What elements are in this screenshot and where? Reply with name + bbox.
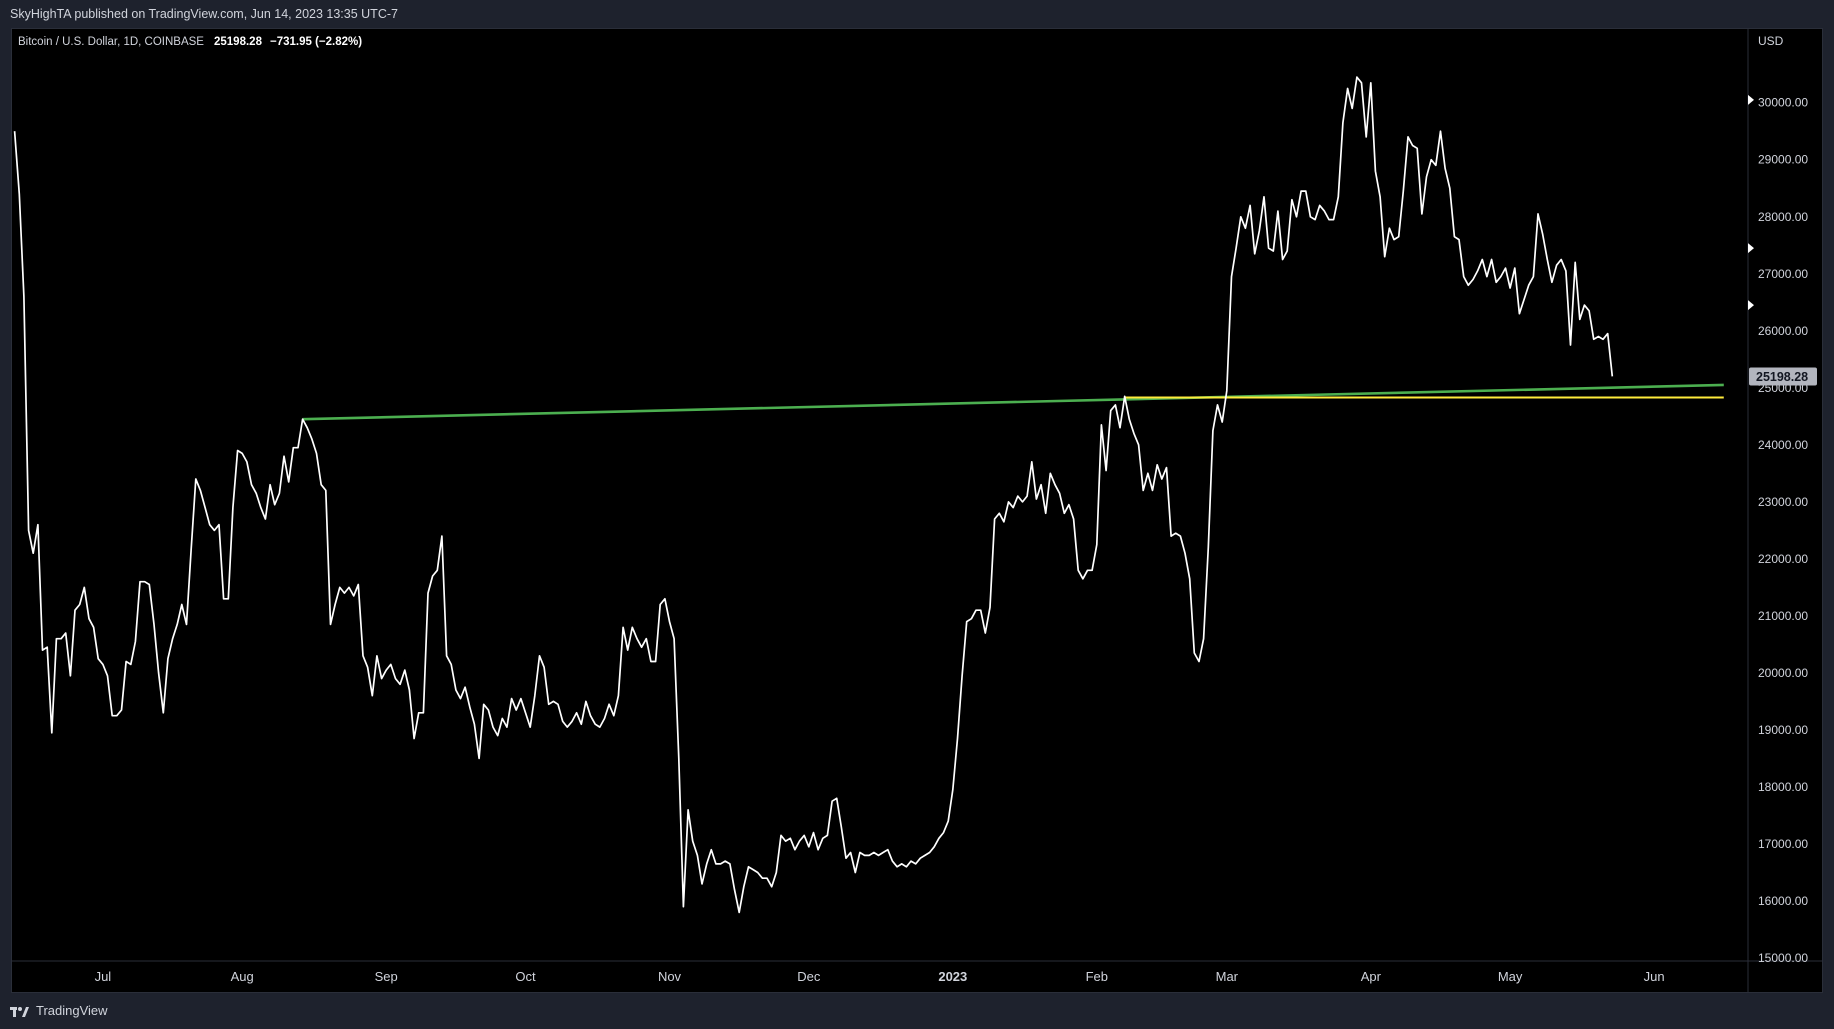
price-axis[interactable]: USD 15000.00 16000.00 17000.00 18000.00 19000… [1748,34,1817,965]
legend-change: −731.95 (−2.82%) [270,36,362,48]
y-tick-label: 23000.00 [1758,495,1808,509]
green-trendline[interactable] [302,383,1724,421]
y-tick-label: 27000.00 [1758,267,1808,281]
plot-background [12,29,1748,961]
price-series-layer [13,76,1614,914]
publication-header: SkyHighTA published on TradingView.com, … [0,0,1834,28]
x-tick-label: 2023 [938,969,967,984]
chart-plot-area [12,29,1822,992]
axis-marker-icon [1748,243,1754,254]
symbol-legend: Bitcoin / U.S. Dollar, 1D, COINBASE 2519… [18,36,362,48]
x-tick-label: Nov [658,969,682,984]
x-tick-label: Mar [1216,969,1239,984]
tradingview-logo-icon[interactable] [10,993,30,1029]
y-tick-label: 20000.00 [1758,666,1808,680]
y-tick-label: 21000.00 [1758,609,1808,623]
footer-bar: TradingView [0,993,1834,1029]
x-tick-label: Jul [95,969,112,984]
axis-marker-icon [1748,300,1754,311]
x-tick-label: Feb [1086,969,1108,984]
y-tick-label: 24000.00 [1758,438,1808,452]
published-by-text: SkyHighTA published on TradingView.com, … [10,7,398,21]
y-tick-label: 17000.00 [1758,837,1808,851]
y-tick-label: 28000.00 [1758,210,1808,224]
price-chart[interactable]: USD 15000.00 16000.00 17000.00 18000.00 19000… [0,0,1834,993]
y-tick-label: 29000.00 [1758,153,1808,167]
currency-label: USD [1758,34,1784,48]
y-tick-label: 16000.00 [1758,894,1808,908]
legend-symbol: Bitcoin / U.S. Dollar, 1D, COINBASE [18,36,204,48]
x-tick-label: Apr [1361,969,1382,984]
x-tick-label: Oct [515,969,536,984]
y-tick-label: 15000.00 [1758,951,1808,965]
axis-marker-icon [1748,94,1754,105]
btc-price-line [13,76,1614,914]
x-tick-label: May [1498,969,1523,984]
y-tick-label: 22000.00 [1758,552,1808,566]
footer-brand[interactable]: TradingView [36,1003,108,1018]
x-tick-label: Sep [375,969,398,984]
time-axis[interactable]: Jul Aug Sep Oct Nov Dec 2023 Feb Mar Apr May Jun [95,969,1665,984]
y-tick-label: 18000.00 [1758,780,1808,794]
x-tick-label: Aug [231,969,254,984]
last-price-badge[interactable] [1749,367,1817,386]
y-tick-label: 26000.00 [1758,324,1808,338]
last-price-label: 25198.28 [1756,370,1808,384]
x-tick-label: Dec [797,969,821,984]
drawing-tools-layer[interactable] [302,383,1724,421]
legend-price: 25198.28 [214,36,263,48]
y-tick-label: 19000.00 [1758,723,1808,737]
y-tick-label: 30000.00 [1758,96,1808,110]
x-tick-label: Jun [1644,969,1665,984]
